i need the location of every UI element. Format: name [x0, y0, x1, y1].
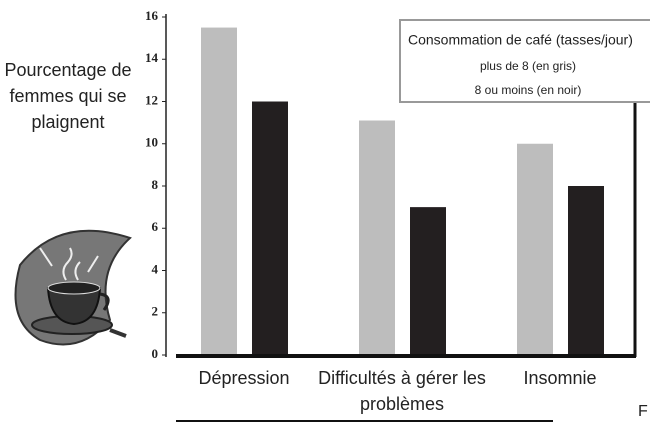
y-tick-label: 0 — [152, 346, 159, 361]
page: 0 2 4 6 8 10 12 14 16 Consommation de café (tasse… — [0, 0, 650, 424]
y-tick-label: 14 — [145, 50, 159, 65]
y-tick-label: 2 — [152, 304, 159, 319]
fragment-text: F — [638, 403, 648, 420]
coffee-clipart — [16, 231, 131, 345]
x-tick-label: Insomnie — [470, 365, 650, 391]
bar — [252, 102, 288, 356]
y-axis-label: Pourcentage de femmes qui se plaignent — [2, 57, 134, 135]
bar — [517, 144, 553, 355]
y-tick-label: 10 — [145, 135, 158, 150]
y-tick-label: 16 — [145, 8, 159, 23]
legend-entry: plus de 8 (en gris) — [480, 59, 576, 73]
bar — [201, 28, 237, 355]
y-tick-label: 4 — [152, 261, 159, 276]
y-tick-label: 12 — [145, 92, 158, 107]
y-tick-label: 8 — [152, 177, 159, 192]
bar — [410, 207, 446, 355]
bar — [568, 186, 604, 355]
y-tick-label: 6 — [152, 219, 159, 234]
x-tick-label: Difficultés à gérer les problèmes — [312, 365, 492, 417]
legend-entry: 8 ou moins (en noir) — [475, 83, 582, 97]
x-tick-label: Dépression — [154, 365, 334, 391]
bar — [359, 121, 395, 355]
legend-title: Consommation de café (tasses/jour) — [408, 32, 633, 48]
